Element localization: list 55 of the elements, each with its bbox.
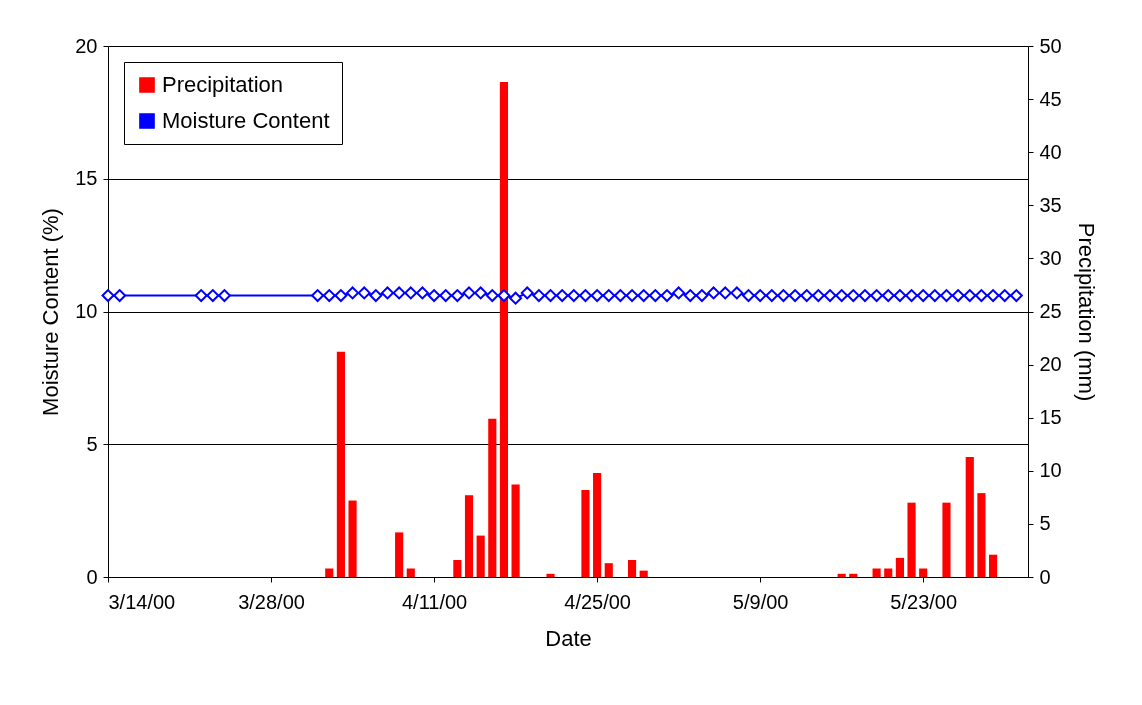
y-tick-label: 5 [86,432,98,455]
x-tick-label: 4/11/00 [401,590,468,613]
x-tick-label: 3/14/00 [108,590,176,613]
bar [581,489,590,577]
x-tick-label: 3/28/00 [238,590,305,613]
x-tick-label: 5/23/00 [890,590,958,613]
y2-tick-label: 35 [1039,193,1062,216]
y-tick-label: 20 [75,34,98,57]
bar [464,495,474,577]
bar [395,532,404,577]
y-tick-label: 15 [75,167,98,190]
bar [837,573,846,577]
bar [849,573,858,577]
bar [895,557,904,577]
y2-tick-label: 15 [1039,406,1062,429]
bar [406,568,415,577]
bar [453,560,462,577]
bar [546,573,555,577]
bar [988,554,998,577]
bar [639,570,648,577]
y2-tick-label: 10 [1039,459,1062,482]
y-tick-label: 0 [86,565,98,588]
x-axis-title: Date [545,625,592,651]
x-tick-label: 4/25/00 [564,590,631,613]
y2-tick-label: 45 [1039,87,1062,110]
bar [977,493,986,577]
bar [488,418,497,577]
y-axis-title: Moisture Content (%) [38,208,64,416]
bar [511,484,520,577]
y2-axis-title: Precipitation (mm) [1073,222,1099,402]
bar [325,568,334,577]
y-tick-label: 10 [75,300,98,322]
y2-tick-label: 0 [1039,565,1051,588]
y2-tick-label: 25 [1039,300,1062,322]
legend-label: Moisture Content [162,108,330,133]
bar [884,568,893,577]
bar [499,82,509,577]
bar [348,500,357,577]
bar [907,502,916,577]
x-tick-label: 5/9/00 [732,590,789,613]
bar [476,535,485,577]
y2-tick-label: 5 [1039,512,1051,535]
legend-label: Precipitation [162,72,284,97]
y2-tick-label: 50 [1039,34,1062,57]
y2-tick-label: 30 [1039,246,1062,269]
y2-tick-label: 20 [1039,353,1062,376]
bar [872,568,881,577]
bar [627,560,637,577]
bar [965,456,974,577]
bar [942,502,951,577]
bar [336,351,345,577]
bar [919,568,928,577]
y2-tick-label: 40 [1039,140,1062,163]
bar [604,563,613,577]
bar [593,472,602,577]
